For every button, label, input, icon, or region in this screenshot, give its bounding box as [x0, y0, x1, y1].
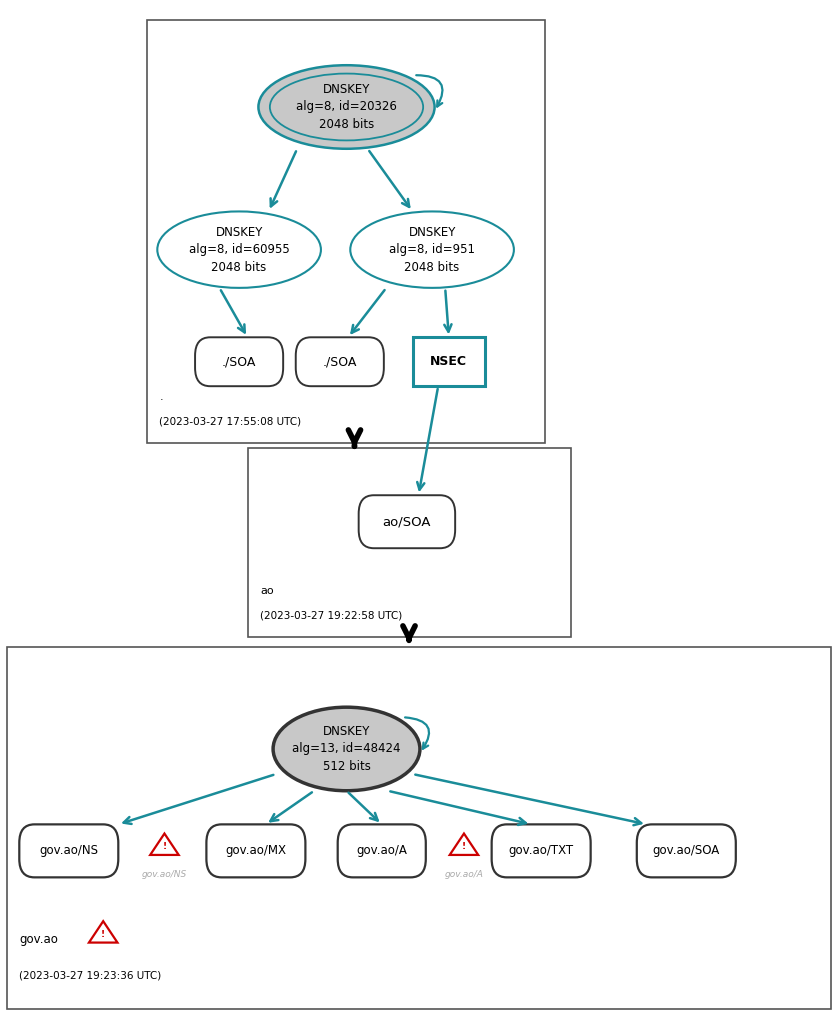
Text: DNSKEY
alg=8, id=20326
2048 bits: DNSKEY alg=8, id=20326 2048 bits [296, 83, 397, 131]
Ellipse shape [351, 212, 513, 287]
Polygon shape [450, 834, 478, 855]
Text: NSEC: NSEC [430, 356, 467, 368]
Text: DNSKEY
alg=8, id=60955
2048 bits: DNSKEY alg=8, id=60955 2048 bits [189, 225, 289, 274]
Text: DNSKEY
alg=8, id=951
2048 bits: DNSKEY alg=8, id=951 2048 bits [389, 225, 475, 274]
Text: ./SOA: ./SOA [323, 356, 357, 368]
Text: ao/SOA: ao/SOA [383, 516, 431, 528]
Text: (2023-03-27 17:55:08 UTC): (2023-03-27 17:55:08 UTC) [159, 417, 301, 427]
FancyBboxPatch shape [492, 824, 591, 877]
Text: gov.ao/NS: gov.ao/NS [142, 870, 187, 879]
Text: !: ! [102, 930, 105, 938]
Text: (2023-03-27 19:23:36 UTC): (2023-03-27 19:23:36 UTC) [19, 970, 162, 980]
Polygon shape [150, 834, 179, 855]
FancyBboxPatch shape [637, 824, 736, 877]
FancyBboxPatch shape [337, 824, 426, 877]
FancyBboxPatch shape [206, 824, 305, 877]
Bar [414, 337, 485, 386]
Ellipse shape [258, 65, 435, 149]
Text: (2023-03-27 19:22:58 UTC): (2023-03-27 19:22:58 UTC) [260, 610, 403, 621]
Bar [248, 448, 571, 637]
Text: gov.ao/A: gov.ao/A [357, 845, 407, 857]
Text: !: ! [163, 843, 166, 851]
Text: gov.ao/A: gov.ao/A [445, 870, 483, 879]
Text: .: . [159, 392, 163, 403]
FancyBboxPatch shape [359, 495, 455, 548]
Text: gov.ao/NS: gov.ao/NS [39, 845, 98, 857]
FancyBboxPatch shape [195, 337, 283, 386]
Text: !: ! [462, 843, 466, 851]
Text: gov.ao/SOA: gov.ao/SOA [653, 845, 720, 857]
Bar [147, 20, 545, 443]
FancyBboxPatch shape [295, 337, 384, 386]
Text: gov.ao/TXT: gov.ao/TXT [508, 845, 574, 857]
Ellipse shape [157, 212, 320, 287]
FancyBboxPatch shape [19, 824, 118, 877]
Text: gov.ao: gov.ao [19, 932, 58, 946]
Ellipse shape [274, 707, 420, 791]
Bar [7, 647, 831, 1009]
Text: DNSKEY
alg=13, id=48424
512 bits: DNSKEY alg=13, id=48424 512 bits [292, 725, 401, 773]
Text: ao: ao [260, 586, 274, 596]
Polygon shape [89, 921, 117, 943]
Text: gov.ao/MX: gov.ao/MX [226, 845, 286, 857]
Text: ./SOA: ./SOA [222, 356, 256, 368]
